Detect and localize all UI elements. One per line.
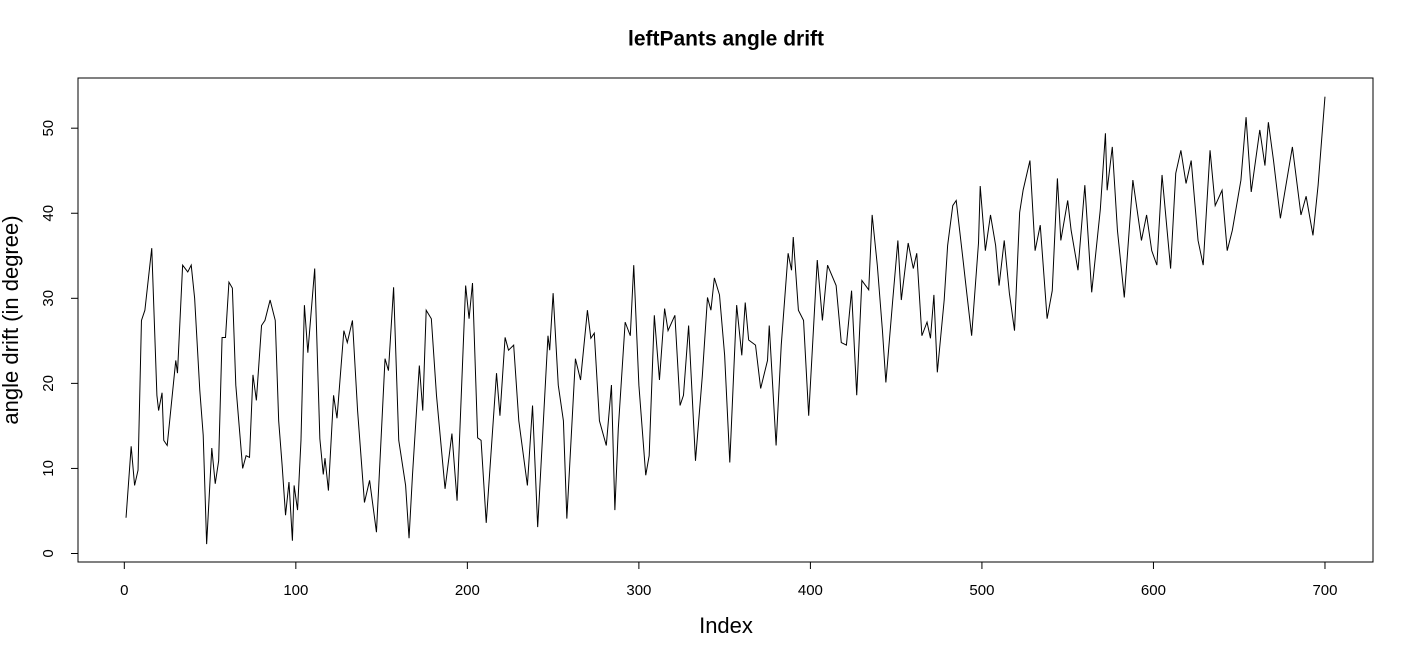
y-tick-label: 50: [40, 120, 57, 137]
x-tick-label: 400: [798, 582, 823, 599]
y-tick-label: 30: [40, 290, 57, 307]
x-tick-label: 100: [283, 582, 308, 599]
x-tick-label: 500: [969, 582, 994, 599]
x-tick-label: 600: [1141, 582, 1166, 599]
chart-title: leftPants angle drift: [628, 28, 824, 51]
y-axis-label: angle drift (in degree): [0, 215, 23, 424]
y-tick-label: 0: [40, 549, 57, 557]
x-axis-label: Index: [699, 613, 753, 638]
x-tick-label: 200: [455, 582, 480, 599]
data-line: [125, 96, 1326, 545]
x-tick-label: 300: [626, 582, 651, 599]
y-tick-label: 10: [40, 460, 57, 477]
x-tick-label: 700: [1312, 582, 1337, 599]
x-tick-label: 0: [120, 582, 128, 599]
plot-box: [77, 77, 1374, 563]
y-tick-label: 40: [40, 205, 57, 222]
y-tick-label: 20: [40, 375, 57, 392]
